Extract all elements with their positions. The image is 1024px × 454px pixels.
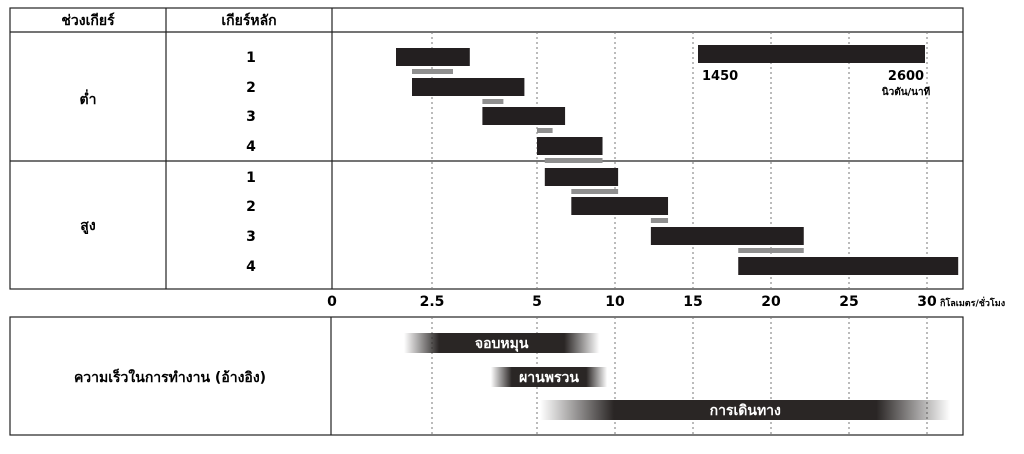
x-tick-label: 2.5 (420, 294, 445, 310)
gear-number: 2 (246, 80, 256, 96)
gear-number: 3 (246, 229, 256, 245)
rpm-high-label: 2600 (888, 69, 924, 84)
rpm-unit-label: นิวตัน/นาที (882, 86, 931, 98)
overlap-bar (571, 189, 619, 194)
header-gear-range: ช่วงเกียร์ (61, 12, 115, 29)
gear-number: 4 (246, 259, 256, 275)
rpm-low-label: 1450 (702, 69, 738, 84)
gear-bar (571, 197, 669, 215)
rpm-legend-bar (698, 45, 925, 63)
gear-bar (650, 227, 804, 245)
gear-bar (537, 137, 603, 155)
x-axis-ticks: 0 2.5 5 10 15 20 25 30 (327, 294, 937, 310)
range-label-low: ต่ำ (80, 89, 97, 108)
reference-label: ความเร็วในการทำงาน (อ้างอิง) (74, 368, 266, 386)
gear-bar (738, 257, 959, 275)
x-axis-unit: กิโลเมตร/ชั่วโมง (939, 296, 1005, 309)
header-main-gear: เกียร์หลัก (221, 12, 276, 29)
x-tick-label: 30 (917, 294, 937, 310)
overlap-bar (537, 128, 553, 133)
reference-band (404, 333, 600, 353)
gear-number: 4 (246, 139, 256, 155)
gear-number: 1 (246, 50, 256, 66)
reference-band-label: จอบหมุน (475, 336, 529, 352)
range-label-high: สูง (80, 218, 96, 234)
gear-number: 2 (246, 199, 256, 215)
gear-number: 3 (246, 109, 256, 125)
gear-table-frame (9, 7, 964, 290)
rpm-legend: 1450 2600 นิวตัน/นาที (698, 45, 931, 98)
x-tick-label: 15 (683, 294, 702, 310)
reference-band-label: ผานพรวน (519, 370, 579, 386)
x-tick-label: 0 (327, 294, 337, 310)
reference-table-frame (9, 316, 964, 436)
x-tick-label: 25 (839, 294, 858, 310)
gear-bar (544, 168, 619, 186)
gear-bar (396, 48, 470, 66)
reference-band (490, 367, 608, 387)
overlap-bar (650, 218, 669, 223)
gear-bar (412, 78, 525, 96)
x-tick-label: 10 (605, 294, 625, 310)
overlap-bar (482, 99, 504, 104)
overlap-bar (738, 248, 804, 253)
gear-number: 1 (246, 170, 256, 186)
gear-bar (482, 107, 566, 125)
reference-band-label: การเดินทาง (710, 403, 781, 419)
x-tick-label: 5 (532, 294, 542, 310)
reference-band (540, 400, 951, 420)
overlap-bar (544, 158, 603, 163)
x-tick-label: 20 (761, 294, 781, 310)
gear-bars: 1 2 3 4 1 2 3 4 (246, 48, 959, 275)
overlap-bar (412, 69, 453, 74)
